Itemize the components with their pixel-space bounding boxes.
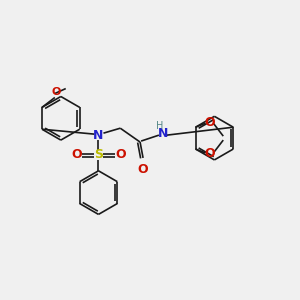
Text: O: O	[204, 148, 215, 160]
Text: O: O	[51, 86, 61, 97]
Text: N: N	[158, 127, 168, 140]
Text: O: O	[71, 148, 82, 161]
Text: O: O	[115, 148, 126, 161]
Text: O: O	[204, 116, 215, 129]
Text: N: N	[93, 129, 104, 142]
Text: S: S	[94, 148, 103, 161]
Text: H: H	[156, 121, 164, 131]
Text: O: O	[138, 163, 148, 176]
